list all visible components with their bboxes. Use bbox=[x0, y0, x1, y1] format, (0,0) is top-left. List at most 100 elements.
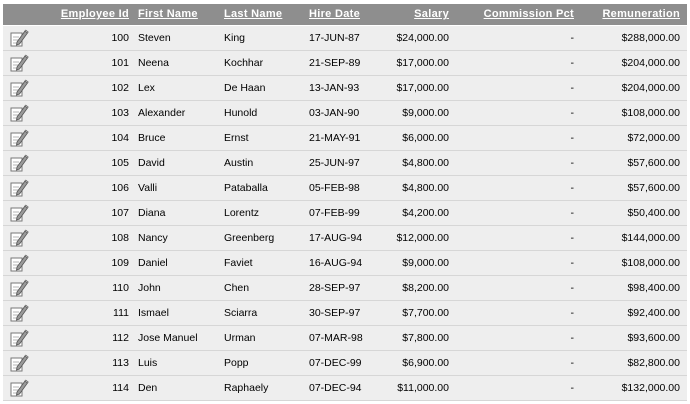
edit-cell bbox=[3, 324, 41, 351]
cell-first-name: Diana bbox=[136, 199, 222, 226]
cell-first-name: Daniel bbox=[136, 249, 222, 276]
edit-pencil-icon[interactable] bbox=[9, 353, 29, 373]
table-row: 112 Jose Manuel Urman 07-MAR-98 $7,800.00- $9… bbox=[3, 324, 687, 351]
table-row: 114 Den Raphaely 07-DEC-94 $11,000.00- $132,0… bbox=[3, 374, 687, 401]
cell-salary: $17,000.00 bbox=[385, 49, 456, 76]
cell-salary: $9,000.00 bbox=[385, 99, 456, 126]
cell-first-name: Luis bbox=[136, 349, 222, 376]
cell-first-name: Steven bbox=[136, 24, 222, 51]
cell-last-name: Austin bbox=[222, 149, 307, 176]
cell-employee-id: 100 bbox=[41, 24, 136, 51]
column-header-last-name[interactable]: Last Name bbox=[224, 8, 283, 21]
table-row: 101 Neena Kochhar 21-SEP-89 $17,000.00- $204,… bbox=[3, 49, 687, 76]
cell-first-name: Neena bbox=[136, 49, 222, 76]
cell-salary: $4,800.00 bbox=[385, 174, 456, 201]
edit-pencil-icon[interactable] bbox=[9, 378, 29, 398]
cell-hire-date: 05-FEB-98 bbox=[307, 174, 385, 201]
cell-last-name: Urman bbox=[222, 324, 307, 351]
cell-remuneration: $144,000.00 bbox=[581, 224, 687, 251]
edit-pencil-icon[interactable] bbox=[9, 53, 29, 73]
edit-cell bbox=[3, 174, 41, 201]
cell-employee-id: 110 bbox=[41, 274, 136, 301]
cell-last-name: Lorentz bbox=[222, 199, 307, 226]
cell-hire-date: 16-AUG-94 bbox=[307, 249, 385, 276]
cell-salary: $6,900.00 bbox=[385, 349, 456, 376]
cell-salary: $7,800.00 bbox=[385, 324, 456, 351]
table-header-row: Employee Id First Name Last Name Hire Da… bbox=[3, 4, 687, 25]
table-row: 109 Daniel Faviet 16-AUG-94 $9,000.00- $108,0… bbox=[3, 249, 687, 276]
edit-pencil-icon[interactable] bbox=[9, 178, 29, 198]
edit-cell bbox=[3, 249, 41, 276]
cell-remuneration: $93,600.00 bbox=[581, 324, 687, 351]
column-header-hire-date[interactable]: Hire Date bbox=[309, 8, 360, 21]
cell-last-name: Chen bbox=[222, 274, 307, 301]
cell-remuneration: $50,400.00 bbox=[581, 199, 687, 226]
cell-remuneration: $72,000.00 bbox=[581, 124, 687, 151]
cell-last-name: Faviet bbox=[222, 249, 307, 276]
column-header-salary[interactable]: Salary bbox=[414, 8, 449, 21]
cell-remuneration: $98,400.00 bbox=[581, 274, 687, 301]
edit-pencil-icon[interactable] bbox=[9, 328, 29, 348]
cell-hire-date: 21-MAY-91 bbox=[307, 124, 385, 151]
cell-remuneration: $204,000.00 bbox=[581, 74, 687, 101]
cell-employee-id: 106 bbox=[41, 174, 136, 201]
employee-report: Employee Id First Name Last Name Hire Da… bbox=[3, 4, 687, 401]
cell-employee-id: 103 bbox=[41, 99, 136, 126]
cell-salary: $4,200.00 bbox=[385, 199, 456, 226]
edit-pencil-icon[interactable] bbox=[9, 78, 29, 98]
table-row: 111 Ismael Sciarra 30-SEP-97 $7,700.00- $92,4… bbox=[3, 299, 687, 326]
column-header-employee-id[interactable]: Employee Id bbox=[60, 8, 129, 21]
cell-first-name: Ismael bbox=[136, 299, 222, 326]
edit-cell bbox=[3, 199, 41, 226]
cell-salary: $17,000.00 bbox=[385, 74, 456, 101]
edit-pencil-icon[interactable] bbox=[9, 303, 29, 323]
cell-first-name: Alexander bbox=[136, 99, 222, 126]
edit-cell bbox=[3, 224, 41, 251]
employee-table: Employee Id First Name Last Name Hire Da… bbox=[3, 4, 687, 401]
cell-employee-id: 114 bbox=[41, 374, 136, 401]
cell-hire-date: 07-MAR-98 bbox=[307, 324, 385, 351]
table-row: 113 Luis Popp 07-DEC-99 $6,900.00- $82,800.00 bbox=[3, 349, 687, 376]
cell-commission-pct: - bbox=[456, 374, 581, 401]
cell-employee-id: 112 bbox=[41, 324, 136, 351]
edit-cell bbox=[3, 24, 41, 51]
cell-salary: $4,800.00 bbox=[385, 149, 456, 176]
column-header-first-name[interactable]: First Name bbox=[138, 8, 198, 21]
cell-remuneration: $57,600.00 bbox=[581, 174, 687, 201]
edit-cell bbox=[3, 99, 41, 126]
edit-pencil-icon[interactable] bbox=[9, 278, 29, 298]
edit-pencil-icon[interactable] bbox=[9, 28, 29, 48]
cell-employee-id: 108 bbox=[41, 224, 136, 251]
edit-pencil-icon[interactable] bbox=[9, 128, 29, 148]
column-header-commission-pct[interactable]: Commission Pct bbox=[483, 8, 574, 21]
cell-last-name: Hunold bbox=[222, 99, 307, 126]
table-row: 107 Diana Lorentz 07-FEB-99 $4,200.00- $50,40… bbox=[3, 199, 687, 226]
cell-hire-date: 03-JAN-90 bbox=[307, 99, 385, 126]
cell-hire-date: 13-JAN-93 bbox=[307, 74, 385, 101]
cell-hire-date: 07-DEC-99 bbox=[307, 349, 385, 376]
cell-last-name: Kochhar bbox=[222, 49, 307, 76]
cell-hire-date: 28-SEP-97 bbox=[307, 274, 385, 301]
edit-pencil-icon[interactable] bbox=[9, 228, 29, 248]
table-row: 102 Lex De Haan 13-JAN-93 $17,000.00- $204,00… bbox=[3, 74, 687, 101]
cell-last-name: King bbox=[222, 24, 307, 51]
cell-remuneration: $204,000.00 bbox=[581, 49, 687, 76]
edit-pencil-icon[interactable] bbox=[9, 203, 29, 223]
cell-salary: $12,000.00 bbox=[385, 224, 456, 251]
column-header-remuneration[interactable]: Remuneration bbox=[602, 8, 680, 21]
cell-first-name: David bbox=[136, 149, 222, 176]
edit-pencil-icon[interactable] bbox=[9, 253, 29, 273]
cell-last-name: Sciarra bbox=[222, 299, 307, 326]
cell-last-name: Greenberg bbox=[222, 224, 307, 251]
table-body: 100 Steven King 17-JUN-87 $24,000.00- $288,00… bbox=[3, 24, 687, 401]
cell-last-name: Ernst bbox=[222, 124, 307, 151]
cell-employee-id: 105 bbox=[41, 149, 136, 176]
cell-hire-date: 30-SEP-97 bbox=[307, 299, 385, 326]
edit-pencil-icon[interactable] bbox=[9, 103, 29, 123]
edit-pencil-icon[interactable] bbox=[9, 153, 29, 173]
cell-commission-pct: - bbox=[456, 149, 581, 176]
table-row: 106 Valli Pataballa 05-FEB-98 $4,800.00- $57,… bbox=[3, 174, 687, 201]
table-row: 100 Steven King 17-JUN-87 $24,000.00- $288,00… bbox=[3, 24, 687, 51]
cell-remuneration: $57,600.00 bbox=[581, 149, 687, 176]
cell-employee-id: 107 bbox=[41, 199, 136, 226]
